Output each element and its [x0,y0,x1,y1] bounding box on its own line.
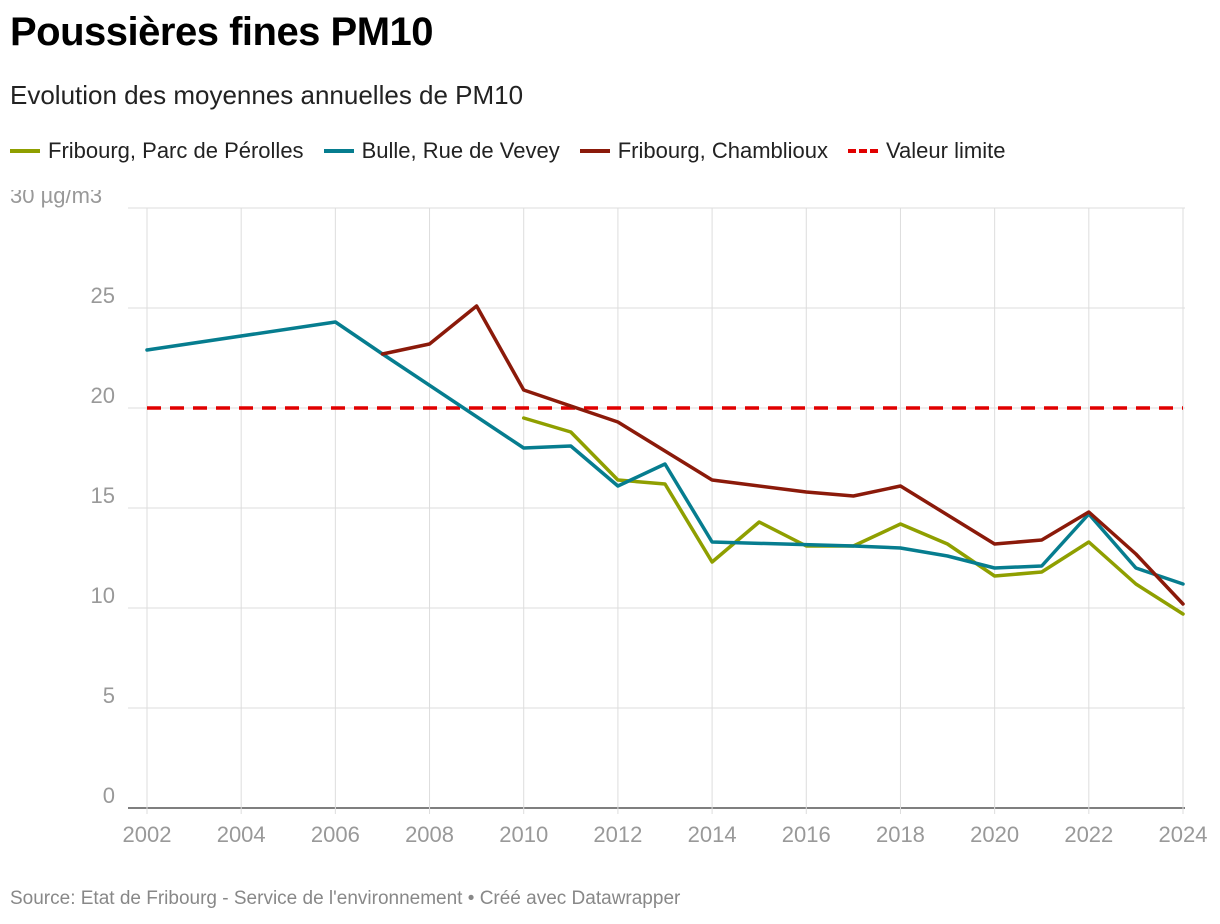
x-tick-label-2020: 2020 [970,822,1019,847]
x-tick-label-2010: 2010 [499,822,548,847]
legend-swatch-bulle [323,149,354,153]
legend-item-chamblioux: Fribourg, Chamblioux [579,138,829,164]
credit-note: Créé avec Datawrapper [479,888,681,909]
chart-title: Poussières fines PM10 [10,10,434,54]
chart-subtitle: Evolution des moyennes annuelles de PM10 [10,80,524,110]
legend-swatch-limit [848,149,879,153]
grid [128,207,1185,814]
legend-label-perolles: Fribourg, Parc de Pérolles [48,138,304,163]
x-tick-label-2006: 2006 [311,822,360,847]
x-tick-label-2012: 2012 [593,822,642,847]
x-tick-label-2014: 2014 [688,822,737,847]
series-lines [145,304,1185,616]
chart-legend: Fribourg, Parc de Pérolles Bulle, Rue de… [10,138,1025,164]
series-line-bulle-rue-de-vevey [145,320,1185,586]
footer: Source: Etat de Fribourg - Service de l'… [10,888,680,910]
x-tick-label-2004: 2004 [217,822,266,847]
y-tick-label-20: 20 [91,383,115,408]
x-axis-labels: 2002 2004 2006 2008 2010 2012 2014 2016 2018 2020… [123,822,1208,847]
y-tick-label-0: 0 [103,783,115,808]
y-axis-labels: 0 5 10 15 20 25 30 µg/m3 [10,190,115,808]
legend-label-chamblioux: Fribourg, Chamblioux [617,138,829,163]
y-tick-label-10: 10 [91,583,115,608]
x-tick-label-2008: 2008 [405,822,454,847]
x-tick-label-2022: 2022 [1064,822,1113,847]
legend-swatch-chamblioux [579,149,610,153]
legend-item-perolles: Fribourg, Parc de Pérolles [10,138,304,164]
y-tick-label-5: 5 [103,683,115,708]
x-tick-label-2024: 2024 [1159,822,1208,847]
x-tick-label-2002: 2002 [123,822,172,847]
y-tick-label-25: 25 [91,283,115,308]
series-line-fribourg-chamblioux [380,304,1185,606]
legend-item-bulle: Bulle, Rue de Vevey [323,138,560,164]
legend-swatch-perolles [10,149,40,153]
y-tick-label-15: 15 [91,483,115,508]
x-tick-label-2018: 2018 [876,822,925,847]
y-tick-label-30: 30 µg/m3 [10,190,102,208]
x-tick-label-2016: 2016 [782,822,831,847]
legend-label-limit: Valeur limite [886,138,1006,163]
footer-separator: • [467,888,475,909]
legend-item-limit: Valeur limite [848,138,1005,164]
legend-label-bulle: Bulle, Rue de Vevey [361,138,560,163]
source-note: Source: Etat de Fribourg - Service de l'… [10,888,463,909]
